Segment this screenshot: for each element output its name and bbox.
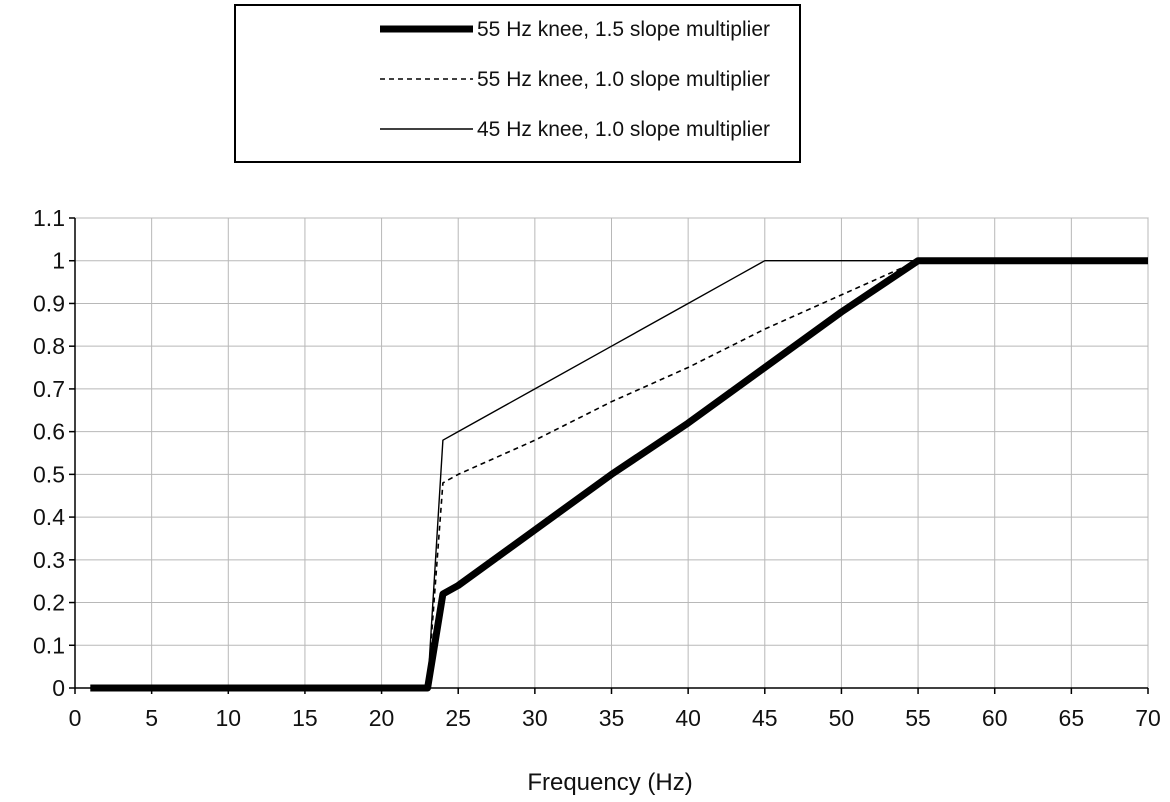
series-line-3 bbox=[90, 260, 1148, 689]
legend-label-3: 45 Hz knee, 1.0 slope multiplier bbox=[477, 118, 770, 141]
x-axis-title: Frequency (Hz) bbox=[527, 769, 692, 796]
y-tick-label: 0.4 bbox=[33, 504, 65, 530]
legend-label-2: 55 Hz knee, 1.0 slope multiplier bbox=[477, 68, 770, 91]
x-tick-labels: 0 5 10 15 20 25 30 35 40 45 50 55 60 65 70 bbox=[69, 705, 1161, 731]
y-tick-label: 0.2 bbox=[33, 590, 65, 616]
x-tick-label: 50 bbox=[829, 705, 855, 731]
y-tick-label: 1 bbox=[52, 248, 65, 274]
y-tick-labels: 0 0.1 0.2 0.3 0.4 0.5 0.6 0.7 0.8 0.9 1 1.1 bbox=[33, 205, 65, 701]
x-tick-label: 5 bbox=[145, 705, 158, 731]
gridlines bbox=[74, 217, 1149, 689]
x-tick-label: 0 bbox=[69, 705, 82, 731]
y-tick-label: 0.3 bbox=[33, 547, 65, 573]
y-tick-label: 0.9 bbox=[33, 290, 65, 316]
x-tick-label: 55 bbox=[905, 705, 931, 731]
x-tick-label: 25 bbox=[445, 705, 471, 731]
legend: 55 Hz knee, 1.5 slope multiplier 55 Hz kn… bbox=[380, 18, 770, 141]
legend-box bbox=[234, 4, 801, 163]
axes bbox=[69, 217, 1149, 694]
y-tick-label: 0.6 bbox=[33, 419, 65, 445]
y-tick-label: 0.1 bbox=[33, 632, 65, 658]
y-tick-label: 0 bbox=[52, 675, 65, 701]
y-tick-label: 0.5 bbox=[33, 461, 65, 487]
y-tick-label: 0.7 bbox=[33, 376, 65, 402]
x-tick-label: 40 bbox=[675, 705, 701, 731]
series-line-2 bbox=[90, 259, 1148, 689]
x-tick-label: 35 bbox=[599, 705, 625, 731]
x-tick-label: 70 bbox=[1135, 705, 1161, 731]
legend-label-1: 55 Hz knee, 1.5 slope multiplier bbox=[477, 18, 770, 41]
x-tick-label: 15 bbox=[292, 705, 318, 731]
x-tick-label: 20 bbox=[369, 705, 395, 731]
series-line-1 bbox=[90, 257, 1148, 692]
x-tick-label: 30 bbox=[522, 705, 548, 731]
x-tick-label: 10 bbox=[215, 705, 241, 731]
y-tick-label: 0.8 bbox=[33, 333, 65, 359]
y-tick-label: 1.1 bbox=[33, 205, 65, 231]
x-tick-label: 45 bbox=[752, 705, 778, 731]
x-tick-label: 60 bbox=[982, 705, 1008, 731]
series-layer bbox=[90, 257, 1148, 692]
x-tick-label: 65 bbox=[1059, 705, 1085, 731]
